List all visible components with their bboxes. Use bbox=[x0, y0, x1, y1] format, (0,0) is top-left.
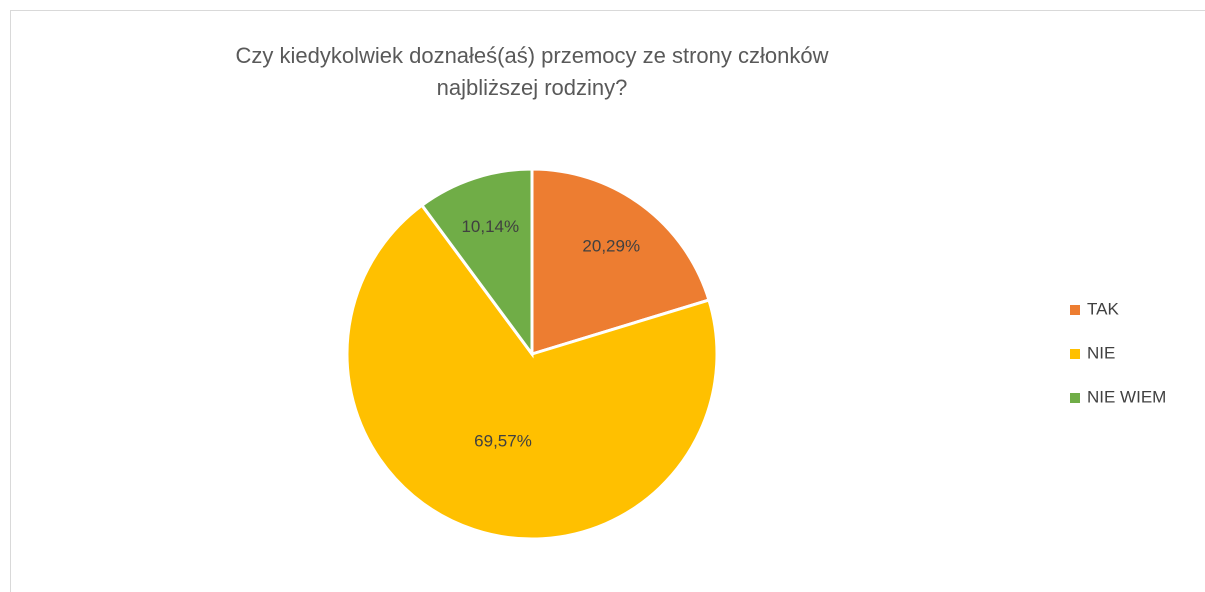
data-label: 20,29% bbox=[582, 236, 640, 255]
data-label: 10,14% bbox=[461, 217, 519, 236]
legend-label: NIE bbox=[1087, 343, 1115, 362]
data-label: 69,57% bbox=[474, 431, 532, 450]
legend-label: TAK bbox=[1087, 299, 1119, 318]
pie-slice bbox=[530, 167, 711, 357]
legend-swatch bbox=[1070, 305, 1080, 315]
legend-swatch bbox=[1070, 349, 1080, 359]
legend-swatch bbox=[1070, 393, 1080, 403]
legend-label: NIE WIEM bbox=[1087, 387, 1166, 406]
pie-slice bbox=[419, 167, 534, 359]
chart-border bbox=[10, 10, 1205, 592]
chart-title: Czy kiedykolwiek doznałeś(aś) przemocy z… bbox=[235, 43, 829, 100]
pie-slice bbox=[345, 203, 719, 541]
